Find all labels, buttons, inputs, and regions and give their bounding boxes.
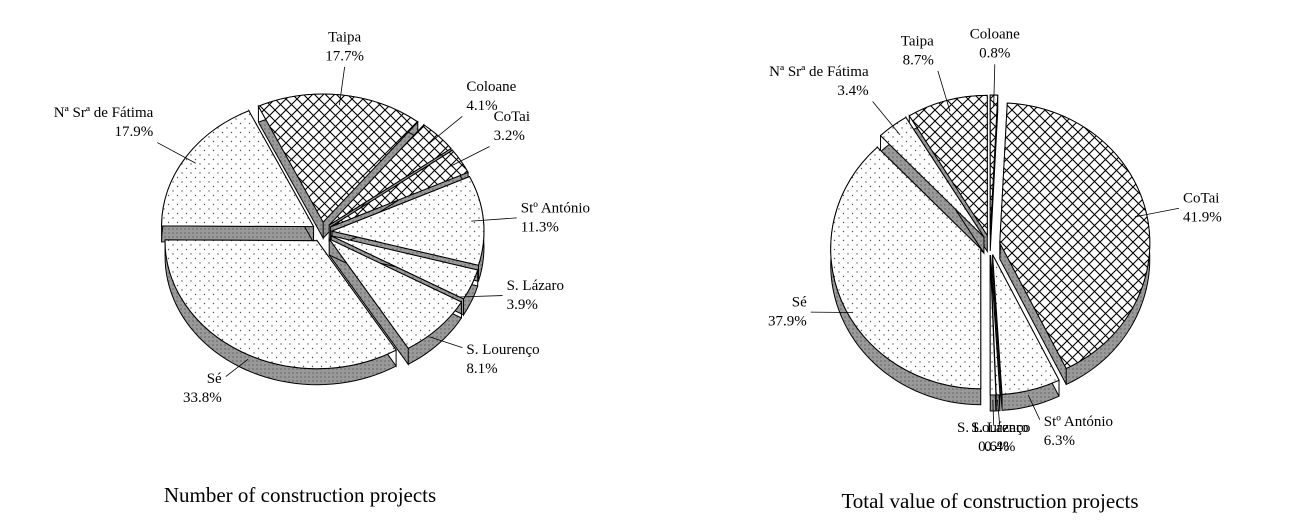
slice-label: Stº António: [521, 200, 590, 216]
leader-line: [1027, 394, 1041, 420]
pie: [161, 93, 485, 386]
slice-label: CoTai: [494, 109, 530, 125]
leader-line: [993, 64, 996, 107]
value-label: 33.8%: [183, 390, 222, 406]
value-label: 37.9%: [768, 314, 807, 330]
slice-label: Nª Srª de Fátima: [769, 64, 869, 80]
leader-line: [471, 217, 517, 222]
slice: [331, 235, 479, 300]
slice: [328, 238, 463, 349]
slice: [992, 254, 1060, 395]
value-label: 0.8%: [979, 46, 1010, 62]
leader-line: [225, 358, 249, 377]
value-label: 3.4%: [837, 83, 868, 99]
pie: [830, 94, 1151, 412]
slice-label: Taipa: [901, 33, 934, 49]
value-label: 6.3%: [1044, 433, 1075, 449]
leader-line: [992, 399, 995, 426]
leader-line: [157, 142, 196, 164]
value-label: 8.7%: [903, 52, 934, 68]
value-label: 17.9%: [115, 124, 154, 140]
slice-label: Coloane: [466, 79, 516, 95]
leader-line: [872, 101, 901, 136]
slice: [989, 254, 997, 396]
slice: [830, 146, 982, 390]
slice-label: Stº António: [1044, 414, 1113, 430]
value-label: 4.1%: [466, 98, 497, 114]
slice-label: Nª Srª de Fátima: [54, 105, 154, 121]
leader-line: [1134, 207, 1180, 218]
leader-line: [460, 295, 503, 298]
leader-line: [429, 116, 463, 144]
slice-label: Taipa: [328, 29, 361, 45]
value-label: 0.6%: [978, 439, 1009, 455]
slice-label: Sé: [792, 295, 807, 311]
slice-label: CoTai: [1183, 191, 1219, 207]
slice-label: Sé: [207, 371, 222, 387]
slice: [164, 239, 397, 370]
leader-line: [997, 399, 1001, 426]
value-label: 8.1%: [466, 361, 497, 377]
value-label: 3.2%: [494, 128, 525, 144]
slice-label: S. Lourenço: [957, 420, 1030, 436]
value-label: 11.3%: [521, 219, 559, 235]
leader-line: [450, 146, 490, 167]
value-label: 17.7%: [325, 48, 364, 64]
slice-label: S. Lázaro: [971, 420, 1028, 436]
value-label: 3.9%: [507, 297, 538, 313]
leader-line: [429, 336, 463, 348]
value-label: 0.4%: [984, 439, 1015, 455]
chart-title: Number of construction projects: [164, 483, 436, 507]
slice: [989, 94, 999, 236]
slice-label: Coloane: [970, 27, 1020, 43]
leader-line: [937, 70, 951, 112]
leader-line: [338, 66, 346, 106]
slice-label: S. Lázaro: [507, 278, 564, 294]
chart-title: Total value of construction projects: [841, 489, 1138, 513]
value-label: 41.9%: [1183, 210, 1222, 226]
slice-label: S. Lourenço: [466, 342, 539, 358]
